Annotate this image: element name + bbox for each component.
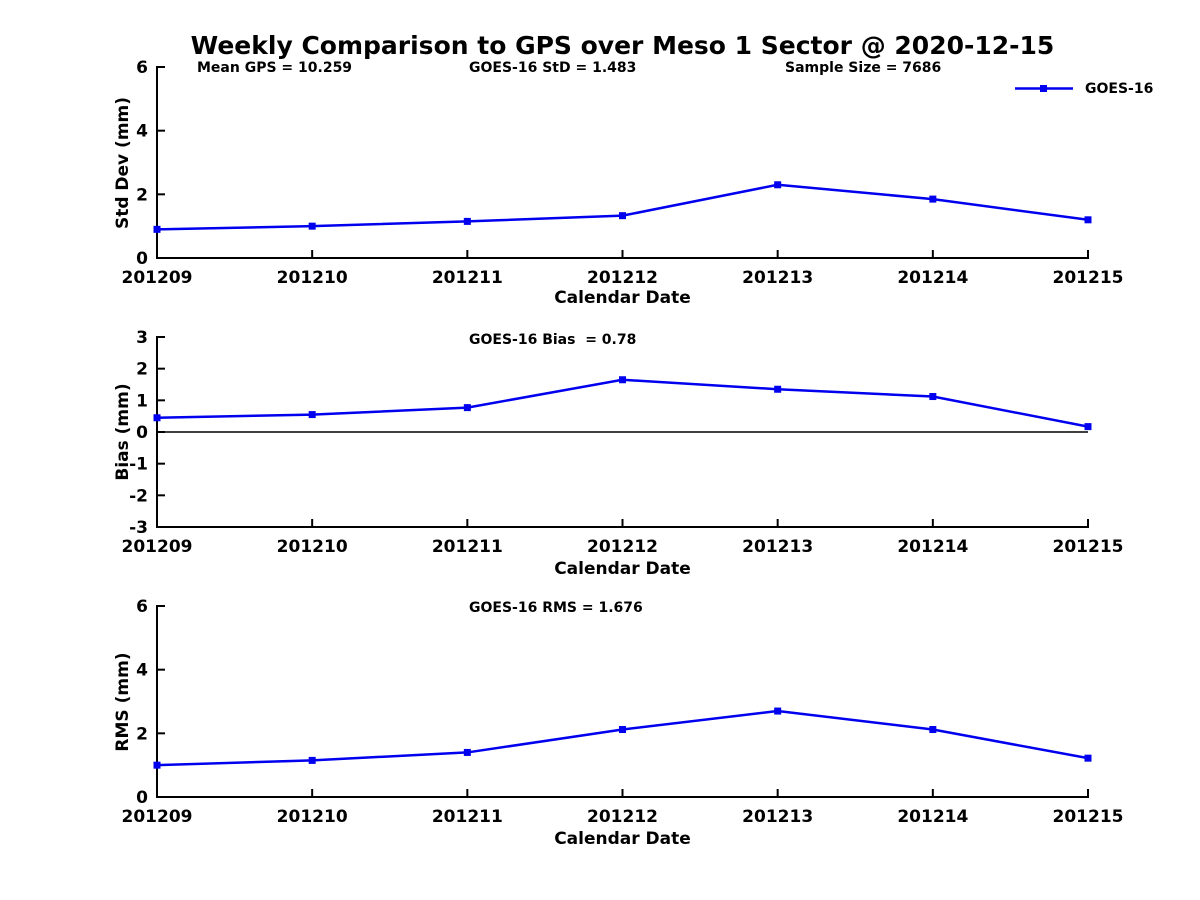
- y-axis-label-rms: RMS (mm): [113, 652, 133, 752]
- y-tick-label: -3: [129, 518, 148, 538]
- legend-line-marker-icon: [1015, 85, 1073, 92]
- x-tick-label: 201209: [122, 807, 193, 827]
- series-line-GOES-16: [156, 709, 1089, 767]
- y-axis-label-std-dev: Std Dev (mm): [113, 96, 133, 230]
- data-point-marker: [463, 404, 471, 412]
- x-tick-label: 201211: [432, 537, 503, 557]
- x-tick-label: 201212: [587, 537, 658, 557]
- data-point-marker: [619, 212, 626, 220]
- chart-rms: 0 2 4 6 201209 201210 201211 201212 201213 201214…: [122, 597, 1124, 827]
- y-tick-label: -1: [129, 455, 148, 475]
- y-axis-label-bias: Bias (mm): [113, 383, 133, 481]
- annotation-goes16-std: GOES-16 StD = 1.483: [469, 60, 637, 76]
- series-line-GOES-16: [156, 183, 1089, 231]
- data-point-marker: [308, 411, 316, 419]
- data-point-marker: [153, 761, 161, 769]
- x-tick-label: 201215: [1053, 268, 1124, 288]
- data-point-marker: [463, 217, 471, 225]
- y-tick-label: 0: [136, 788, 148, 808]
- data-point-marker: [463, 748, 471, 756]
- data-point-marker: [1084, 423, 1092, 431]
- y-tick-label: 0: [136, 423, 148, 443]
- x-tick-label: 201213: [742, 268, 813, 288]
- annotation-mean-gps: Mean GPS = 10.259: [197, 60, 353, 76]
- legend: GOES-16: [1014, 80, 1153, 97]
- y-tick-label: 3: [136, 328, 148, 348]
- x-tick-label: 201215: [1053, 807, 1124, 827]
- data-point-marker: [619, 726, 626, 734]
- y-tick-label: 4: [136, 661, 148, 681]
- x-tick-label: 201213: [742, 807, 813, 827]
- y-tick-label: 0: [136, 249, 148, 269]
- legend-label: GOES-16: [1085, 80, 1154, 97]
- y-tick-label: 6: [136, 597, 148, 617]
- data-point-marker: [774, 181, 782, 189]
- annotation-goes16-bias: GOES-16 Bias = 0.78: [469, 332, 637, 348]
- y-tick-label: 2: [136, 360, 148, 380]
- x-tick-label: 201212: [587, 268, 658, 288]
- y-tick-label: 6: [136, 58, 148, 78]
- data-point-marker: [929, 393, 937, 401]
- y-tick-label: 1: [136, 391, 148, 411]
- figure-title: Weekly Comparison to GPS over Meso 1 Sec…: [190, 31, 1055, 60]
- x-tick-label: 201209: [122, 268, 193, 288]
- data-point-marker: [1084, 754, 1092, 762]
- x-tick-label: 201212: [587, 807, 658, 827]
- x-tick-label: 201209: [122, 537, 193, 557]
- x-axis-label-calendar-date-3: Calendar Date: [554, 829, 691, 849]
- x-axis-label-calendar-date-2: Calendar Date: [554, 559, 691, 579]
- data-point-marker: [308, 756, 316, 764]
- x-tick-label: 201211: [432, 807, 503, 827]
- data-point-marker: [929, 726, 937, 734]
- data-point-marker: [619, 376, 626, 384]
- chart-bias: -3 -2 -1 0 1 2 3 201209 201210 201211 201212 201213…: [122, 328, 1124, 557]
- series-line-GOES-16: [156, 378, 1089, 428]
- x-axis-label-calendar-date-1: Calendar Date: [554, 288, 691, 308]
- y-tick-label: 2: [136, 185, 148, 205]
- data-point-marker: [774, 707, 782, 715]
- x-tick-label: 201211: [432, 268, 503, 288]
- data-point-marker: [774, 385, 782, 393]
- annotation-goes16-rms: GOES-16 RMS = 1.676: [469, 600, 643, 616]
- x-tick-label: 201210: [277, 807, 348, 827]
- data-point-marker: [153, 225, 161, 233]
- x-tick-label: 201213: [742, 537, 813, 557]
- x-tick-label: 201210: [277, 537, 348, 557]
- y-tick-label: 2: [136, 724, 148, 744]
- x-tick-label: 201214: [897, 268, 968, 288]
- data-point-marker: [1084, 216, 1092, 224]
- data-point-marker: [153, 414, 161, 422]
- x-tick-label: 201215: [1053, 537, 1124, 557]
- y-tick-label: -2: [129, 486, 148, 506]
- data-point-marker: [308, 222, 316, 230]
- chart-std-dev: 0 2 4 6 201209 201210 201211 201212 201213 201214…: [122, 58, 1124, 288]
- x-tick-label: 201214: [897, 537, 968, 557]
- y-tick-label: 4: [136, 122, 148, 142]
- data-point-marker: [929, 195, 937, 203]
- x-tick-label: 201214: [897, 807, 968, 827]
- x-tick-label: 201210: [277, 268, 348, 288]
- annotation-sample-size: Sample Size = 7686: [785, 60, 942, 76]
